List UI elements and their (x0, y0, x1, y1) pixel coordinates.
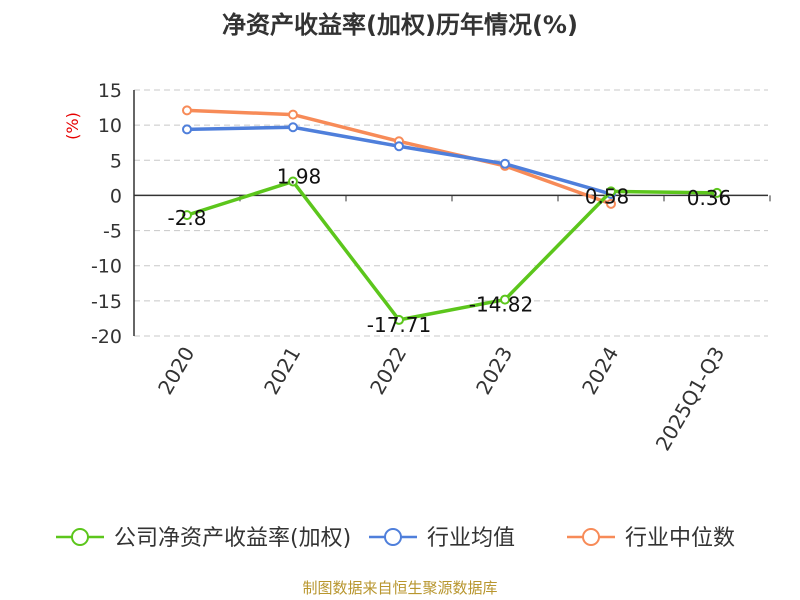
y-tick-label: 15 (98, 80, 122, 102)
series-point-0 (500, 294, 510, 305)
data-label: 1.98 (277, 165, 322, 189)
y-tick-label: -20 (91, 326, 122, 348)
y-axis-label: (%) (63, 112, 82, 140)
y-tick-label: -10 (91, 256, 122, 278)
legend-label-0: 公司净资产收益率(加权) (114, 526, 351, 551)
chart-title: 净资产收益率(加权)历年情况(%) (222, 11, 578, 39)
series-point-1 (394, 141, 404, 152)
data-label: 0.36 (687, 186, 732, 210)
y-tick-label: -15 (91, 291, 122, 313)
series-layer (182, 105, 722, 325)
series-point-0 (182, 210, 192, 221)
legend-marker-0 (71, 528, 89, 546)
grid-lines (134, 89, 768, 337)
x-tick-label: 2024 (577, 343, 623, 399)
series-point-0 (712, 187, 722, 198)
x-tick-label: 2023 (471, 343, 517, 399)
data-labels: -2.8 1.98 -17.71 -14.82 0.58 0.36 (167, 165, 731, 337)
y-tick-label: -5 (103, 221, 122, 243)
series-point-2 (606, 198, 616, 209)
series-point-1 (288, 122, 298, 133)
data-label: 0.58 (585, 184, 630, 208)
y-tick-label: 5 (110, 150, 122, 172)
legend-marker-1 (384, 528, 402, 546)
data-label: -14.82 (469, 293, 533, 317)
data-label: -2.8 (167, 206, 206, 230)
series-point-2 (182, 105, 192, 116)
series-point-0 (288, 176, 298, 187)
series-line-2 (186, 108, 612, 206)
x-tick-label: 2021 (259, 343, 305, 399)
axes: 15 10 5 0 -5 -10 -15 -20 2020 2021 2022 2023 2024 202… (91, 80, 771, 455)
series-line-0 (186, 179, 718, 322)
x-tick-label: 2022 (365, 343, 411, 399)
legend-label-2: 行业中位数 (625, 526, 735, 551)
legend-marker-2 (582, 528, 600, 546)
y-tick-label: 0 (110, 185, 122, 207)
x-tick-label: 2025Q1-Q3 (651, 343, 730, 455)
x-tick-label: 2020 (153, 343, 199, 399)
series-point-2 (288, 109, 298, 120)
source-note: 制图数据来自恒生聚源数据库 (302, 579, 497, 597)
legend-label-1: 行业均值 (427, 526, 515, 551)
data-label: -17.71 (367, 313, 431, 337)
series-point-0 (606, 186, 616, 197)
legend: 公司净资产收益率(加权) 行业均值 行业中位数 (56, 526, 735, 551)
y-tick-label: 10 (98, 115, 122, 137)
series-point-0 (394, 314, 404, 325)
series-point-1 (500, 158, 510, 169)
series-point-1 (182, 124, 192, 135)
